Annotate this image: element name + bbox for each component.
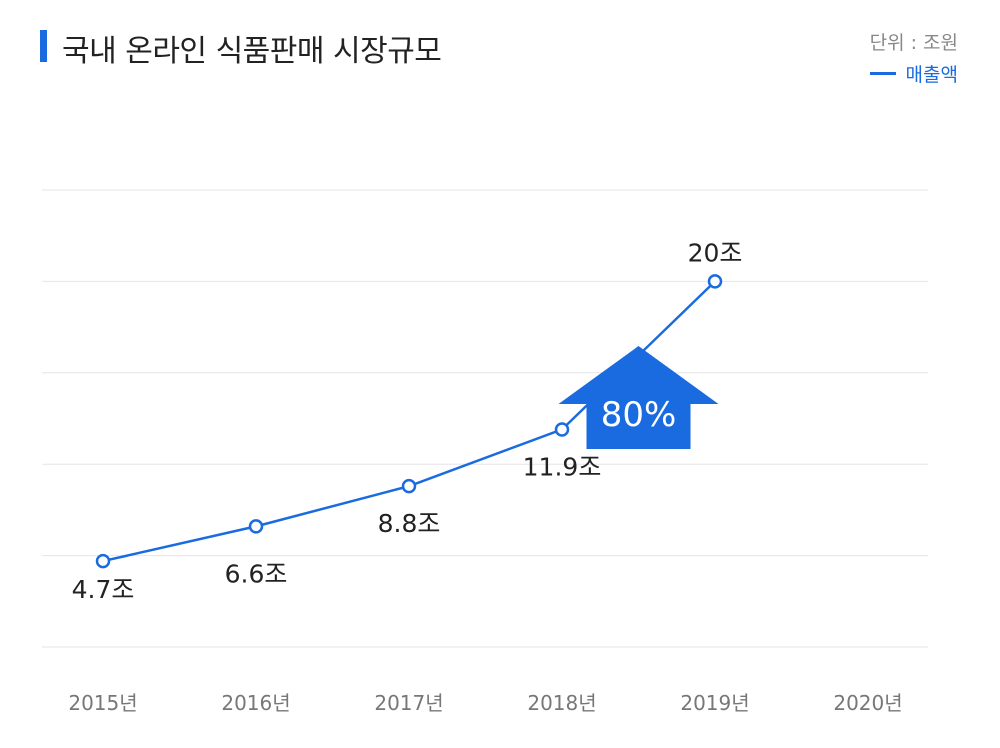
legend-series-label: 매출액 (905, 64, 958, 86)
x-tick-label: 2016년 (221, 691, 290, 715)
data-point (401, 478, 417, 494)
data-point (248, 519, 264, 534)
data-label: 8.8조 (378, 509, 441, 538)
data-point (95, 553, 111, 569)
page-title: 국내 온라인 식품판매 시장규모 (62, 34, 442, 69)
up-arrow-icon (558, 346, 719, 449)
x-tick-label: 2017년 (374, 691, 443, 715)
title-accent-bar (40, 30, 47, 62)
data-point (554, 422, 570, 437)
data-point (707, 274, 723, 289)
growth-annotation-label: 80% (601, 395, 677, 435)
x-tick-label: 2018년 (527, 691, 596, 715)
x-tick-label: 2015년 (68, 691, 137, 715)
data-label: 20조 (688, 238, 743, 267)
data-label: 4.7조 (72, 575, 135, 604)
data-label: 6.6조 (225, 559, 288, 588)
legend-line-icon (869, 72, 896, 75)
legend: 매출액 (869, 60, 958, 87)
data-label: 11.9조 (523, 452, 602, 481)
unit-label: 단위 : 조원 (869, 32, 958, 54)
x-tick-label: 2020년 (833, 691, 902, 715)
x-tick-label: 2019년 (680, 691, 749, 715)
